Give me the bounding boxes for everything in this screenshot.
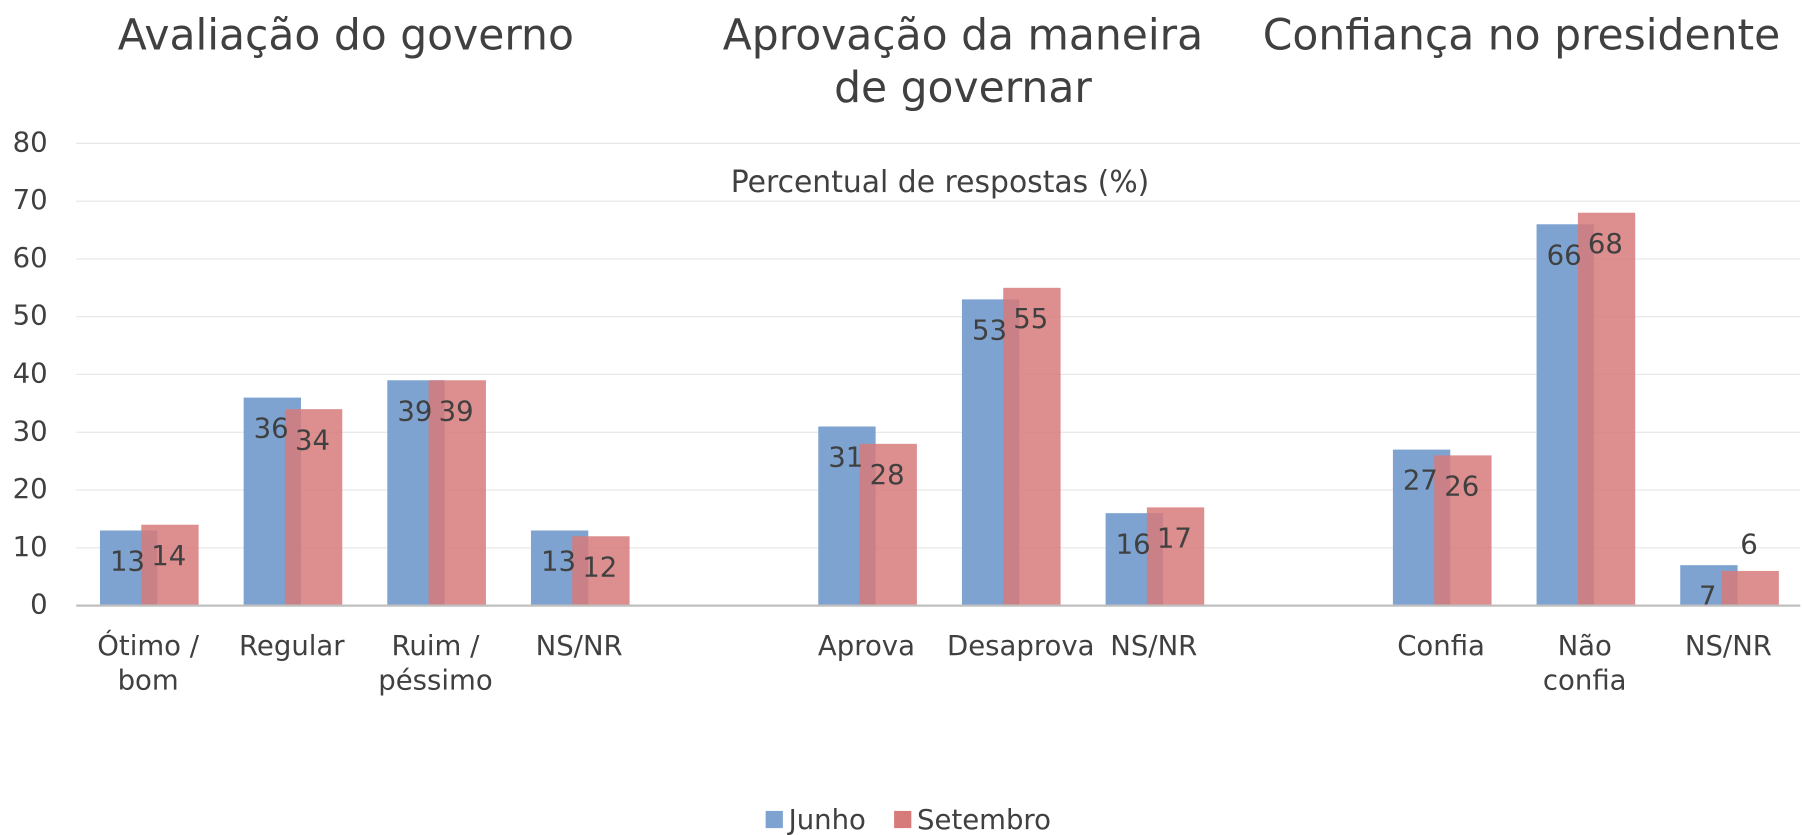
y-tick-label: 70 xyxy=(13,184,48,216)
group-title: Confiança no presidente xyxy=(1262,10,1781,60)
x-tick-label: NS/NR xyxy=(1684,629,1772,662)
value-label: 13 xyxy=(541,546,576,578)
x-tick-label-box: Não confia xyxy=(1542,629,1627,697)
y-tick-label: 50 xyxy=(13,300,48,332)
bar xyxy=(1721,570,1779,606)
x-tick-label-box: NS/NR xyxy=(535,629,623,662)
x-tick-label: Ruim / péssimo xyxy=(378,629,493,697)
x-tick-label: NS/NR xyxy=(535,629,623,662)
x-tick-label-box: Confia xyxy=(1397,629,1485,662)
x-tick-label: Ótimo / bom xyxy=(97,629,200,697)
value-label: 31 xyxy=(828,442,863,474)
x-tick-label-box: Aprova xyxy=(817,629,915,662)
x-tick-label-box: Regular xyxy=(239,629,345,662)
value-label: 16 xyxy=(1116,528,1151,560)
bar xyxy=(1577,212,1636,606)
value-label: 13 xyxy=(110,546,145,578)
bar xyxy=(141,524,199,606)
value-label: 39 xyxy=(439,395,474,427)
group-title-box: Avaliação do governo xyxy=(117,10,574,60)
bar xyxy=(1146,507,1205,606)
value-label: 14 xyxy=(151,540,186,572)
value-label: 34 xyxy=(295,424,330,456)
x-tick-label-box: Ruim / péssimo xyxy=(378,629,493,697)
x-tick-label: Aprova xyxy=(817,629,915,662)
bar xyxy=(859,443,917,606)
group-title: Aprovação da maneira de governar xyxy=(722,10,1204,113)
value-label: 66 xyxy=(1547,239,1582,271)
group-title: Avaliação do governo xyxy=(117,10,574,60)
chart-subtitle: Percentual de respostas (%) xyxy=(731,165,1150,200)
legend-swatch xyxy=(894,810,912,829)
x-tick-label-box: Ótimo / bom xyxy=(97,629,200,697)
bar xyxy=(1434,455,1492,606)
y-tick-label: 10 xyxy=(13,531,48,563)
value-label: 53 xyxy=(972,314,1007,346)
y-tick-label: 0 xyxy=(30,589,48,621)
x-tick-label: NS/NR xyxy=(1110,629,1198,662)
x-tick-label: Não confia xyxy=(1542,629,1627,697)
x-tick-label-box: Desaprova xyxy=(947,629,1095,662)
bar xyxy=(1003,287,1061,606)
y-tick-label: 60 xyxy=(13,242,48,274)
y-tick-label: 80 xyxy=(13,126,48,158)
x-tick-label: Confia xyxy=(1397,629,1485,662)
y-tick-label: 40 xyxy=(13,357,48,389)
legend-label: Setembro xyxy=(917,804,1051,835)
legend-label: Junho xyxy=(787,804,866,835)
group-title-box: Aprovação da maneira de governar xyxy=(722,10,1204,113)
value-label: 7 xyxy=(1699,580,1717,612)
value-label: 28 xyxy=(870,459,905,491)
legend-swatch xyxy=(765,810,783,829)
bar xyxy=(284,409,343,606)
x-tick-label-box: NS/NR xyxy=(1110,629,1198,662)
value-label: 17 xyxy=(1157,522,1192,554)
y-tick-label: 20 xyxy=(13,473,48,505)
value-label: 27 xyxy=(1403,465,1438,497)
y-tick-label: 30 xyxy=(13,415,48,447)
value-label: 68 xyxy=(1588,228,1623,260)
x-tick-label: Desaprova xyxy=(947,629,1095,662)
value-label: 6 xyxy=(1740,529,1758,561)
bar xyxy=(572,536,630,606)
value-label: 39 xyxy=(397,395,432,427)
value-label: 55 xyxy=(1013,303,1048,335)
bar xyxy=(428,380,486,606)
group-title-box: Confiança no presidente xyxy=(1262,10,1781,60)
x-tick-label: Regular xyxy=(239,629,345,662)
value-label: 26 xyxy=(1444,470,1479,502)
value-label: 12 xyxy=(582,551,617,583)
value-label: 36 xyxy=(254,413,289,445)
x-tick-label-box: NS/NR xyxy=(1684,629,1772,662)
